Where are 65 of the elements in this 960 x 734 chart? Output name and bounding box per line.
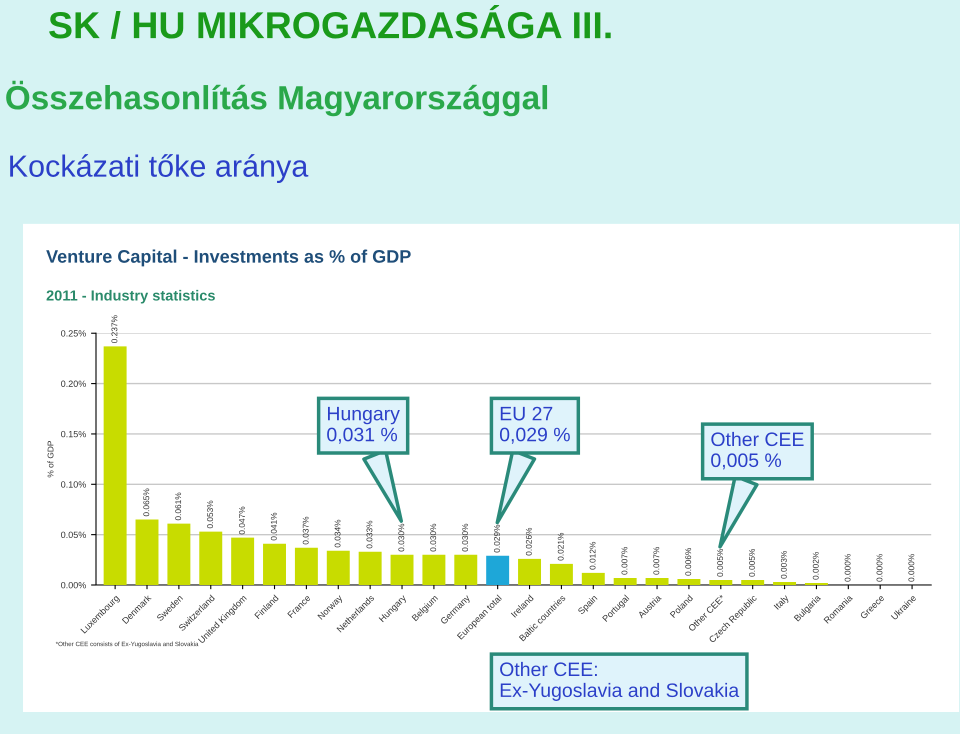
annotation: EU 27 0,029 %: [500, 406, 570, 444]
text: Venture Capital - Investments as % of GDP: [46, 250, 411, 266]
bar: [294, 548, 318, 585]
y-tick-label: 0.15%: [61, 430, 86, 438]
y-tick-label: 0.00%: [61, 582, 86, 588]
data-label: 0.000%: [908, 554, 914, 582]
data-label: 0.005%: [717, 548, 724, 577]
y-tick-label: 0.20%: [61, 380, 86, 387]
data-label: 0.026%: [526, 528, 532, 556]
annotation: Other CEE 0,005 %: [711, 432, 804, 470]
text: Kockázati tőke aránya: [10, 154, 308, 183]
data-label: 0.053%: [207, 500, 213, 528]
data-label: 0.030%: [430, 524, 436, 552]
bar: [646, 578, 669, 585]
y-axis-title: % of GDP: [47, 441, 54, 478]
bar: [326, 550, 350, 585]
data-label: 0.037%: [302, 516, 309, 544]
bar: [104, 346, 127, 585]
y-tick-label: 0.05%: [61, 532, 86, 538]
text: Other CEE: Ex-Yugoslavia and Slovakia: [500, 662, 740, 701]
bar: [709, 580, 732, 585]
bar: [614, 578, 637, 585]
data-label: 0.030%: [398, 524, 404, 552]
bar: [582, 572, 605, 585]
bar: [231, 538, 254, 585]
data-label: 0.012%: [590, 542, 596, 570]
bar: [390, 554, 414, 585]
data-label: 0.041%: [270, 512, 277, 540]
bar: [422, 554, 446, 585]
data-label: 0.033%: [366, 520, 372, 548]
data-label: 0.237%: [111, 315, 118, 343]
bar: [199, 532, 222, 585]
data-label: 0.034%: [334, 520, 341, 548]
chart-title: SK / HU MIKROGAZDASÁGA III.: [49, 4, 611, 39]
bar: [486, 556, 510, 585]
bar: [741, 580, 764, 585]
data-label: 0.021%: [558, 532, 564, 561]
data-label: 0.061%: [175, 492, 182, 520]
data-label: 0.029%: [494, 524, 500, 552]
y-tick-label: 0.10%: [61, 481, 86, 488]
data-label: 0.003%: [780, 550, 787, 579]
chart-subtitle: Összehasonlítás Magyarországgal: [6, 80, 548, 116]
data-label: 0.007%: [622, 546, 628, 575]
data-label: 0.000%: [844, 554, 851, 582]
data-label: 0.047%: [238, 506, 245, 534]
bar: [167, 524, 190, 585]
bar: [263, 544, 286, 585]
data-label: 0.006%: [685, 548, 692, 576]
data-label: 0.005%: [749, 548, 755, 577]
bar: [518, 558, 542, 585]
x-tick-label: Italy: [773, 594, 790, 612]
annotation: Hungary 0,031 %: [327, 406, 400, 444]
bar: [358, 552, 382, 585]
data-label: 0.002%: [812, 552, 819, 580]
y-tick-label: 0.25%: [61, 330, 86, 337]
bar: [454, 554, 478, 585]
data-label: 0.065%: [143, 488, 150, 516]
data-label: 0.007%: [653, 546, 660, 575]
bar: [550, 564, 573, 585]
bar: [136, 520, 158, 585]
data-label: 0.000%: [876, 554, 882, 582]
text: 2011 - Industry statistics: [46, 290, 215, 304]
bar: [677, 578, 700, 585]
bar: [773, 582, 796, 585]
data-label: 0.030%: [462, 524, 468, 552]
